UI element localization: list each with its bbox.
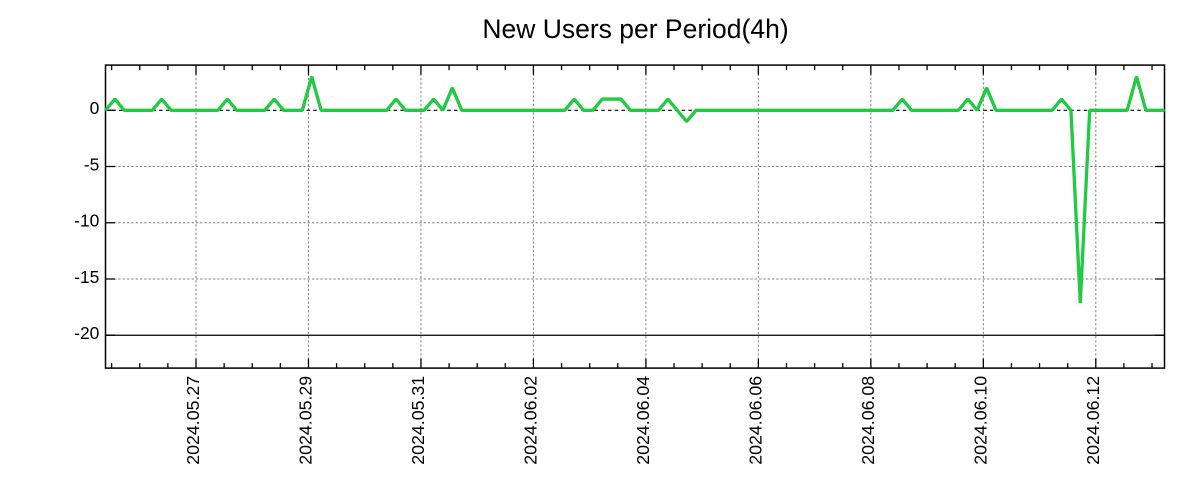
svg-text:New Users per Period(4h): New Users per Period(4h) <box>482 14 788 44</box>
svg-text:2024.05.27: 2024.05.27 <box>183 376 203 465</box>
svg-text:-5: -5 <box>84 154 99 174</box>
svg-text:2024.06.04: 2024.06.04 <box>633 376 653 465</box>
svg-text:2024.05.29: 2024.05.29 <box>295 376 315 465</box>
svg-text:2024.06.08: 2024.06.08 <box>858 376 878 465</box>
svg-text:-20: -20 <box>74 323 99 343</box>
svg-text:-10: -10 <box>74 211 99 231</box>
svg-text:0: 0 <box>90 98 100 118</box>
svg-text:-15: -15 <box>74 267 99 287</box>
svg-text:2024.06.06: 2024.06.06 <box>745 376 765 465</box>
svg-text:2024.05.31: 2024.05.31 <box>408 376 428 465</box>
svg-text:2024.06.10: 2024.06.10 <box>970 376 990 465</box>
svg-text:2024.06.02: 2024.06.02 <box>520 376 540 465</box>
svg-text:2024.06.12: 2024.06.12 <box>1083 376 1103 465</box>
